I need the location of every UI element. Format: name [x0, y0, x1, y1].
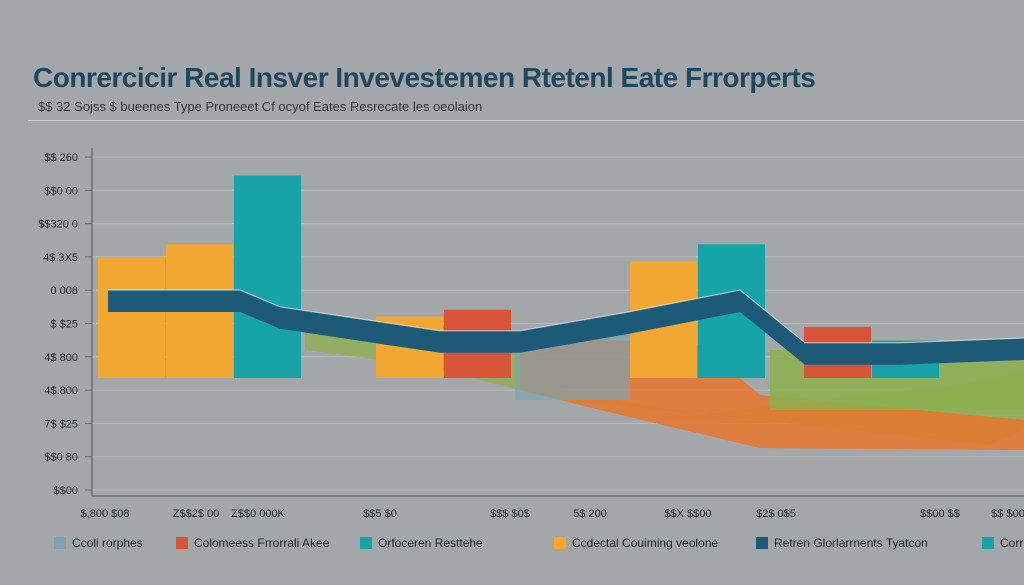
legend-label: Ccdectal Couiming veolone: [572, 536, 719, 550]
legend-label: Orfoceren Resttehe: [378, 536, 483, 550]
x-tick-label: $$ $00: [991, 508, 1024, 520]
x-tick-label: $2$ 0$5: [756, 508, 796, 520]
legend-swatch: [756, 537, 768, 549]
y-tick-label: 7$ $25: [44, 418, 78, 430]
y-tick-label: 4$.800: [44, 385, 78, 397]
legend-swatch: [360, 537, 372, 549]
legend-item: Ccoli rorphes: [54, 536, 143, 550]
x-tick-label: $,800 $08: [81, 508, 130, 520]
legend-label: Colomeess Frrorrali Akee: [194, 536, 330, 550]
line-series-band: [108, 290, 1024, 365]
legend-swatch: [554, 537, 566, 549]
legend-swatch: [982, 537, 994, 549]
y-tick-label: $$0 80: [44, 452, 78, 464]
legend-label: Retren Glorlarrnents Tyatcon: [774, 536, 928, 550]
chart-subtitle: $$ 32 Sojss $ bueenes Type Proneeet Cf o…: [38, 99, 483, 114]
y-tick-label: $$0 00: [44, 185, 78, 197]
legend: Ccoli rorphes Colomeess Frrorrali Akee Orf…: [54, 536, 1024, 554]
y-tick-label: $$320 0: [38, 219, 78, 231]
y-tick-label: $$ 260: [44, 152, 78, 164]
x-tick-label: $$$ $0$: [490, 508, 530, 520]
x-tick-label: Z$$2$ 00: [173, 508, 219, 520]
x-tick-label: $$X $$00: [664, 508, 711, 520]
x-tick-label: 5$ 200: [573, 508, 607, 520]
legend-label: Corr: [1000, 536, 1024, 550]
title-divider: [28, 120, 1024, 121]
legend-item: Corr: [982, 536, 1023, 550]
bar: [234, 175, 301, 378]
y-tick-label: 0 008: [50, 285, 78, 297]
legend-item: Colomeess Frrorrali Akee: [176, 536, 329, 550]
chart-title: Conrercicir Real Insver Invevestemen Rte…: [33, 62, 816, 93]
y-tick-label: 4$ 3X5: [43, 252, 78, 264]
legend-item: Orfoceren Resttehe: [360, 536, 483, 550]
legend-swatch: [176, 537, 188, 549]
y-axis: $$ 260 $$0 00 $$320 0 4$ 3X5 0 008 $ $25 4$ 80…: [38, 148, 1024, 497]
legend-item: Retren Glorlarrnents Tyatcon: [756, 536, 928, 550]
legend-item: Ccdectal Couiming veolone: [554, 536, 718, 550]
x-tick-label: $$5 $0: [363, 508, 397, 520]
y-tick-label: 4$ 800: [44, 352, 78, 364]
y-tick-label: $ $25: [50, 319, 78, 331]
legend-swatch: [54, 537, 66, 549]
x-axis: $,800 $08 Z$$2$ 00 Z$$0 000K $$5 $0 $$$ $0$ 5…: [81, 508, 1024, 520]
x-tick-label: $$00 $$: [920, 508, 960, 520]
x-tick-label: Z$$0 000K: [231, 508, 285, 520]
y-tick-label: $$00: [54, 485, 78, 497]
legend-label: Ccoli rorphes: [72, 536, 143, 550]
bar: [98, 258, 165, 378]
line-series: [108, 289, 1024, 365]
line-series-highlight: [108, 289, 1024, 344]
